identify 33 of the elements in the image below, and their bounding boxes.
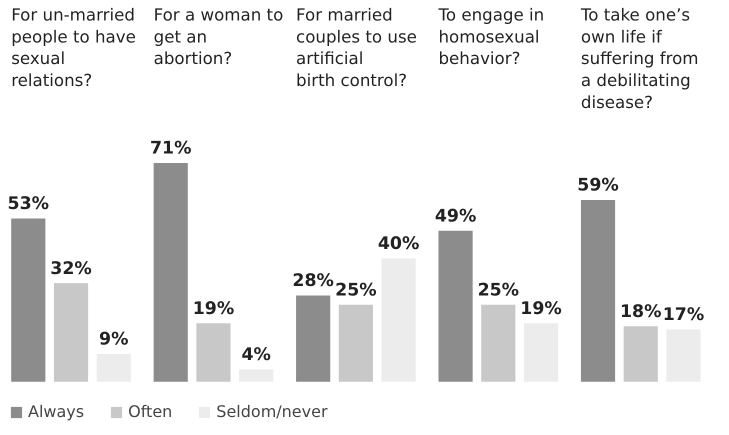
x-tick-label: For a woman to get an abortion? bbox=[154, 6, 284, 68]
data-label: 19% bbox=[192, 298, 234, 319]
legend-label: Often bbox=[128, 402, 172, 421]
data-label: 40% bbox=[378, 234, 420, 254]
x-tick-label: For un-married people to have sexual relations? bbox=[11, 6, 136, 90]
legend-label: Always bbox=[28, 402, 84, 421]
data-label: 28% bbox=[292, 271, 334, 292]
bar bbox=[154, 163, 188, 382]
data-label: 9% bbox=[99, 330, 128, 350]
data-label: 71% bbox=[150, 138, 192, 159]
data-label: 25% bbox=[478, 280, 520, 300]
data-label: 49% bbox=[434, 206, 476, 226]
bar bbox=[11, 218, 46, 382]
bar bbox=[338, 304, 373, 382]
data-label: 25% bbox=[335, 280, 377, 300]
data-label: 4% bbox=[241, 345, 271, 366]
data-label: 18% bbox=[620, 302, 662, 322]
data-label: 17% bbox=[662, 305, 704, 325]
data-label: 59% bbox=[577, 176, 619, 196]
bar bbox=[438, 230, 473, 382]
data-label: 53% bbox=[8, 194, 50, 214]
bar bbox=[196, 323, 231, 382]
x-tick-label: For married couples to use artificial birth control? bbox=[296, 6, 417, 90]
x-tick-label: To take one’s own life if suffering from a debilitating disease? bbox=[580, 6, 699, 112]
bar bbox=[624, 326, 658, 382]
x-tick-label: To engage in homosexual behavior? bbox=[437, 6, 544, 68]
data-label: 19% bbox=[520, 298, 562, 319]
bar bbox=[481, 304, 516, 382]
bar bbox=[54, 283, 88, 382]
data-label: 32% bbox=[50, 258, 92, 279]
bar bbox=[580, 200, 616, 382]
bar bbox=[296, 295, 330, 382]
legend-label: Seldom/never bbox=[216, 402, 328, 421]
